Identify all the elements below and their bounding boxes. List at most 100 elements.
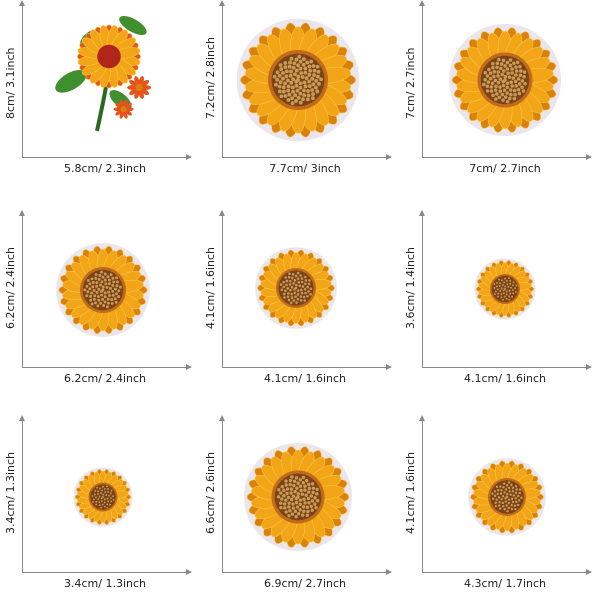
- seed-dot: [294, 295, 297, 298]
- patch-cell: 6.2cm/ 2.4inch 6.2cm/ 2.4inch: [0, 210, 200, 410]
- seed-dot: [500, 498, 503, 501]
- seed-dot: [493, 490, 497, 493]
- seed-dot: [306, 496, 311, 501]
- seed-dot: [290, 292, 293, 296]
- arrow-right-icon: [186, 364, 192, 370]
- seed-dot: [513, 79, 518, 84]
- seed-dot: [496, 488, 500, 492]
- height-axis: [22, 214, 23, 367]
- seed-dot: [298, 498, 303, 502]
- seed-dot: [508, 490, 511, 493]
- seed-dot: [497, 496, 501, 499]
- seed-dot: [103, 278, 107, 282]
- seed-dot: [509, 282, 512, 285]
- seed-dot: [94, 301, 97, 305]
- seed-dot: [294, 274, 298, 278]
- seed-dot: [310, 88, 315, 92]
- seed-dot: [96, 304, 100, 308]
- seed-dot: [285, 487, 290, 491]
- seed-dot: [108, 494, 110, 497]
- seed-dot: [488, 71, 493, 75]
- seed-dot: [304, 291, 307, 295]
- seed-dot: [505, 81, 510, 85]
- seed-dot: [286, 495, 291, 500]
- seed-dot: [310, 482, 315, 486]
- seed-dot: [100, 270, 104, 274]
- seed-dot: [307, 290, 310, 293]
- seed-dot: [296, 74, 301, 79]
- seed-dot: [298, 478, 303, 482]
- seed-dot: [503, 507, 507, 511]
- seed-dot: [510, 497, 514, 501]
- seed-dot: [298, 85, 303, 90]
- seed-dot: [509, 92, 513, 97]
- seed-dot: [106, 506, 109, 509]
- seed-dot: [283, 506, 287, 510]
- seed-dot: [114, 292, 118, 296]
- seed-dot: [298, 508, 302, 512]
- flower-center: [97, 44, 121, 69]
- seed-dot: [94, 490, 97, 492]
- seed-dot: [95, 503, 98, 506]
- width-label: 7cm/ 2.7inch: [469, 162, 541, 175]
- seed-dot: [287, 92, 292, 97]
- seed-dot: [497, 292, 500, 295]
- seed-dot: [509, 292, 512, 295]
- seed-dot: [111, 276, 115, 280]
- seed-dot: [288, 482, 292, 487]
- seed-dot: [284, 276, 287, 279]
- seed-dot: [319, 77, 324, 82]
- height-axis: [22, 419, 23, 572]
- seed-dot: [294, 68, 299, 73]
- seed-dot: [491, 93, 495, 98]
- seed-dot: [290, 296, 294, 299]
- width-label: 5.8cm/ 2.3inch: [63, 162, 146, 175]
- seed-dot: [294, 83, 299, 88]
- seed-dot: [86, 278, 90, 282]
- seed-dot: [88, 282, 92, 286]
- patch-cell: 7cm/ 2.7inch 7cm/ 2.7inch: [400, 0, 600, 200]
- seed-dot: [107, 290, 111, 294]
- seed-dot: [279, 283, 283, 286]
- seed-dot: [304, 76, 309, 81]
- seed-dot: [287, 275, 291, 279]
- seed-dot: [498, 278, 501, 281]
- seed-dot: [499, 492, 503, 495]
- seed-dot: [493, 293, 496, 296]
- seed-dot: [100, 293, 104, 297]
- seed-dot: [289, 69, 293, 74]
- seed-dot: [483, 70, 488, 75]
- seed-dot: [315, 89, 320, 94]
- width-label: 3.4cm/ 1.3inch: [63, 577, 146, 590]
- seed-dot: [306, 89, 310, 93]
- seed-dot: [285, 283, 288, 287]
- seed-dot: [291, 276, 294, 280]
- seed-dot: [499, 290, 502, 292]
- seed-dot: [277, 73, 282, 78]
- seed-dot: [502, 88, 507, 92]
- seed-dot: [302, 295, 306, 299]
- seed-dot: [297, 280, 300, 284]
- seed-dot: [497, 57, 501, 62]
- seed-dot: [494, 290, 497, 293]
- seed-dot: [487, 67, 491, 72]
- arrow-right-icon: [186, 154, 192, 160]
- seed-dot: [494, 97, 498, 101]
- seed-dot: [307, 79, 312, 84]
- seed-dot: [298, 502, 302, 506]
- seed-dot: [312, 68, 317, 73]
- seed-dot: [514, 507, 517, 511]
- patch-cell: 4.1cm/ 1.6inch 3.6cm/ 1.4inch: [400, 210, 600, 410]
- seed-dot: [117, 289, 121, 293]
- seed-dot: [315, 492, 319, 496]
- seed-dot: [300, 75, 305, 79]
- seed-dot: [107, 490, 110, 493]
- seed-dot: [291, 65, 296, 70]
- seed-dot: [115, 276, 119, 280]
- seed-dot: [285, 491, 289, 496]
- seed-dot: [505, 297, 508, 300]
- seed-dot: [303, 501, 307, 505]
- seed-dot: [504, 488, 508, 491]
- seed-dot: [307, 501, 311, 505]
- seed-dot: [512, 96, 517, 101]
